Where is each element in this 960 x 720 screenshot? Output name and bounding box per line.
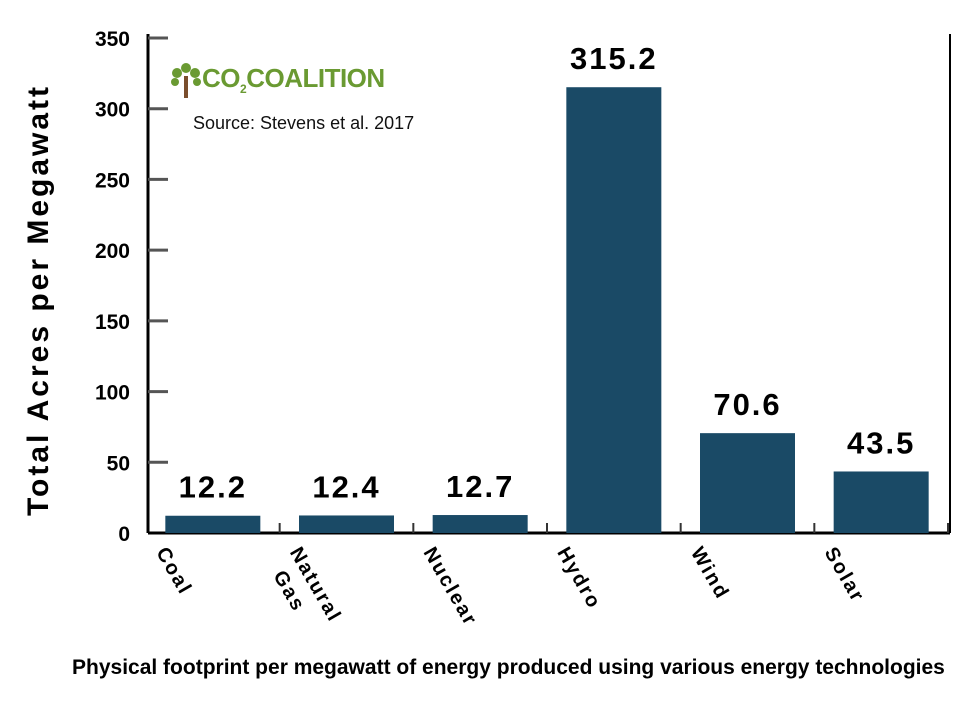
value-label: 70.6 — [713, 387, 781, 422]
x-tick-label: Solar — [820, 544, 869, 607]
value-label: 43.5 — [847, 425, 915, 460]
y-tick-label: 300 — [95, 99, 130, 122]
logo-text: CO2COALITION — [202, 63, 385, 97]
source-note: Source: Stevens et al. 2017 — [193, 113, 415, 133]
y-tick-label: 0 — [118, 523, 130, 546]
value-label: 12.7 — [446, 469, 514, 504]
y-tick-label: 100 — [95, 382, 130, 405]
bar-solar — [833, 471, 929, 533]
y-tick-label: 200 — [95, 240, 130, 263]
x-tick-label: Wind — [686, 544, 733, 604]
y-tick-label: 50 — [107, 452, 130, 475]
x-tick-label-line: Coal — [151, 544, 196, 599]
bar-wind — [700, 433, 795, 533]
co2-coalition-logo: CO2COALITION — [170, 62, 385, 98]
x-tick-label: Coal — [151, 544, 196, 599]
bar-hydro — [566, 87, 662, 534]
bar-coal — [165, 515, 261, 533]
bar-nuclear — [432, 515, 528, 533]
chart-title: Physical footprint per megawatt of energ… — [72, 656, 945, 679]
x-tick-label: Nuclear — [419, 544, 482, 631]
y-axis-label: Total Acres per Megawatt — [22, 84, 55, 516]
y-tick-label: 350 — [95, 28, 130, 51]
value-label: 315.2 — [570, 41, 658, 76]
tree-icon — [171, 63, 201, 98]
x-tick-label-line: Wind — [686, 544, 733, 604]
value-label: 12.4 — [312, 469, 380, 504]
x-tick-label-line: Nuclear — [419, 544, 482, 631]
value-label: 12.2 — [179, 470, 247, 505]
x-tick-label-line: Hydro — [552, 544, 605, 614]
y-tick-label: 150 — [95, 311, 130, 334]
x-tick-label-line: Solar — [820, 544, 869, 607]
bar-natural-gas — [299, 515, 394, 533]
y-tick-label: 250 — [95, 169, 130, 192]
x-tick-label: Hydro — [552, 544, 605, 614]
